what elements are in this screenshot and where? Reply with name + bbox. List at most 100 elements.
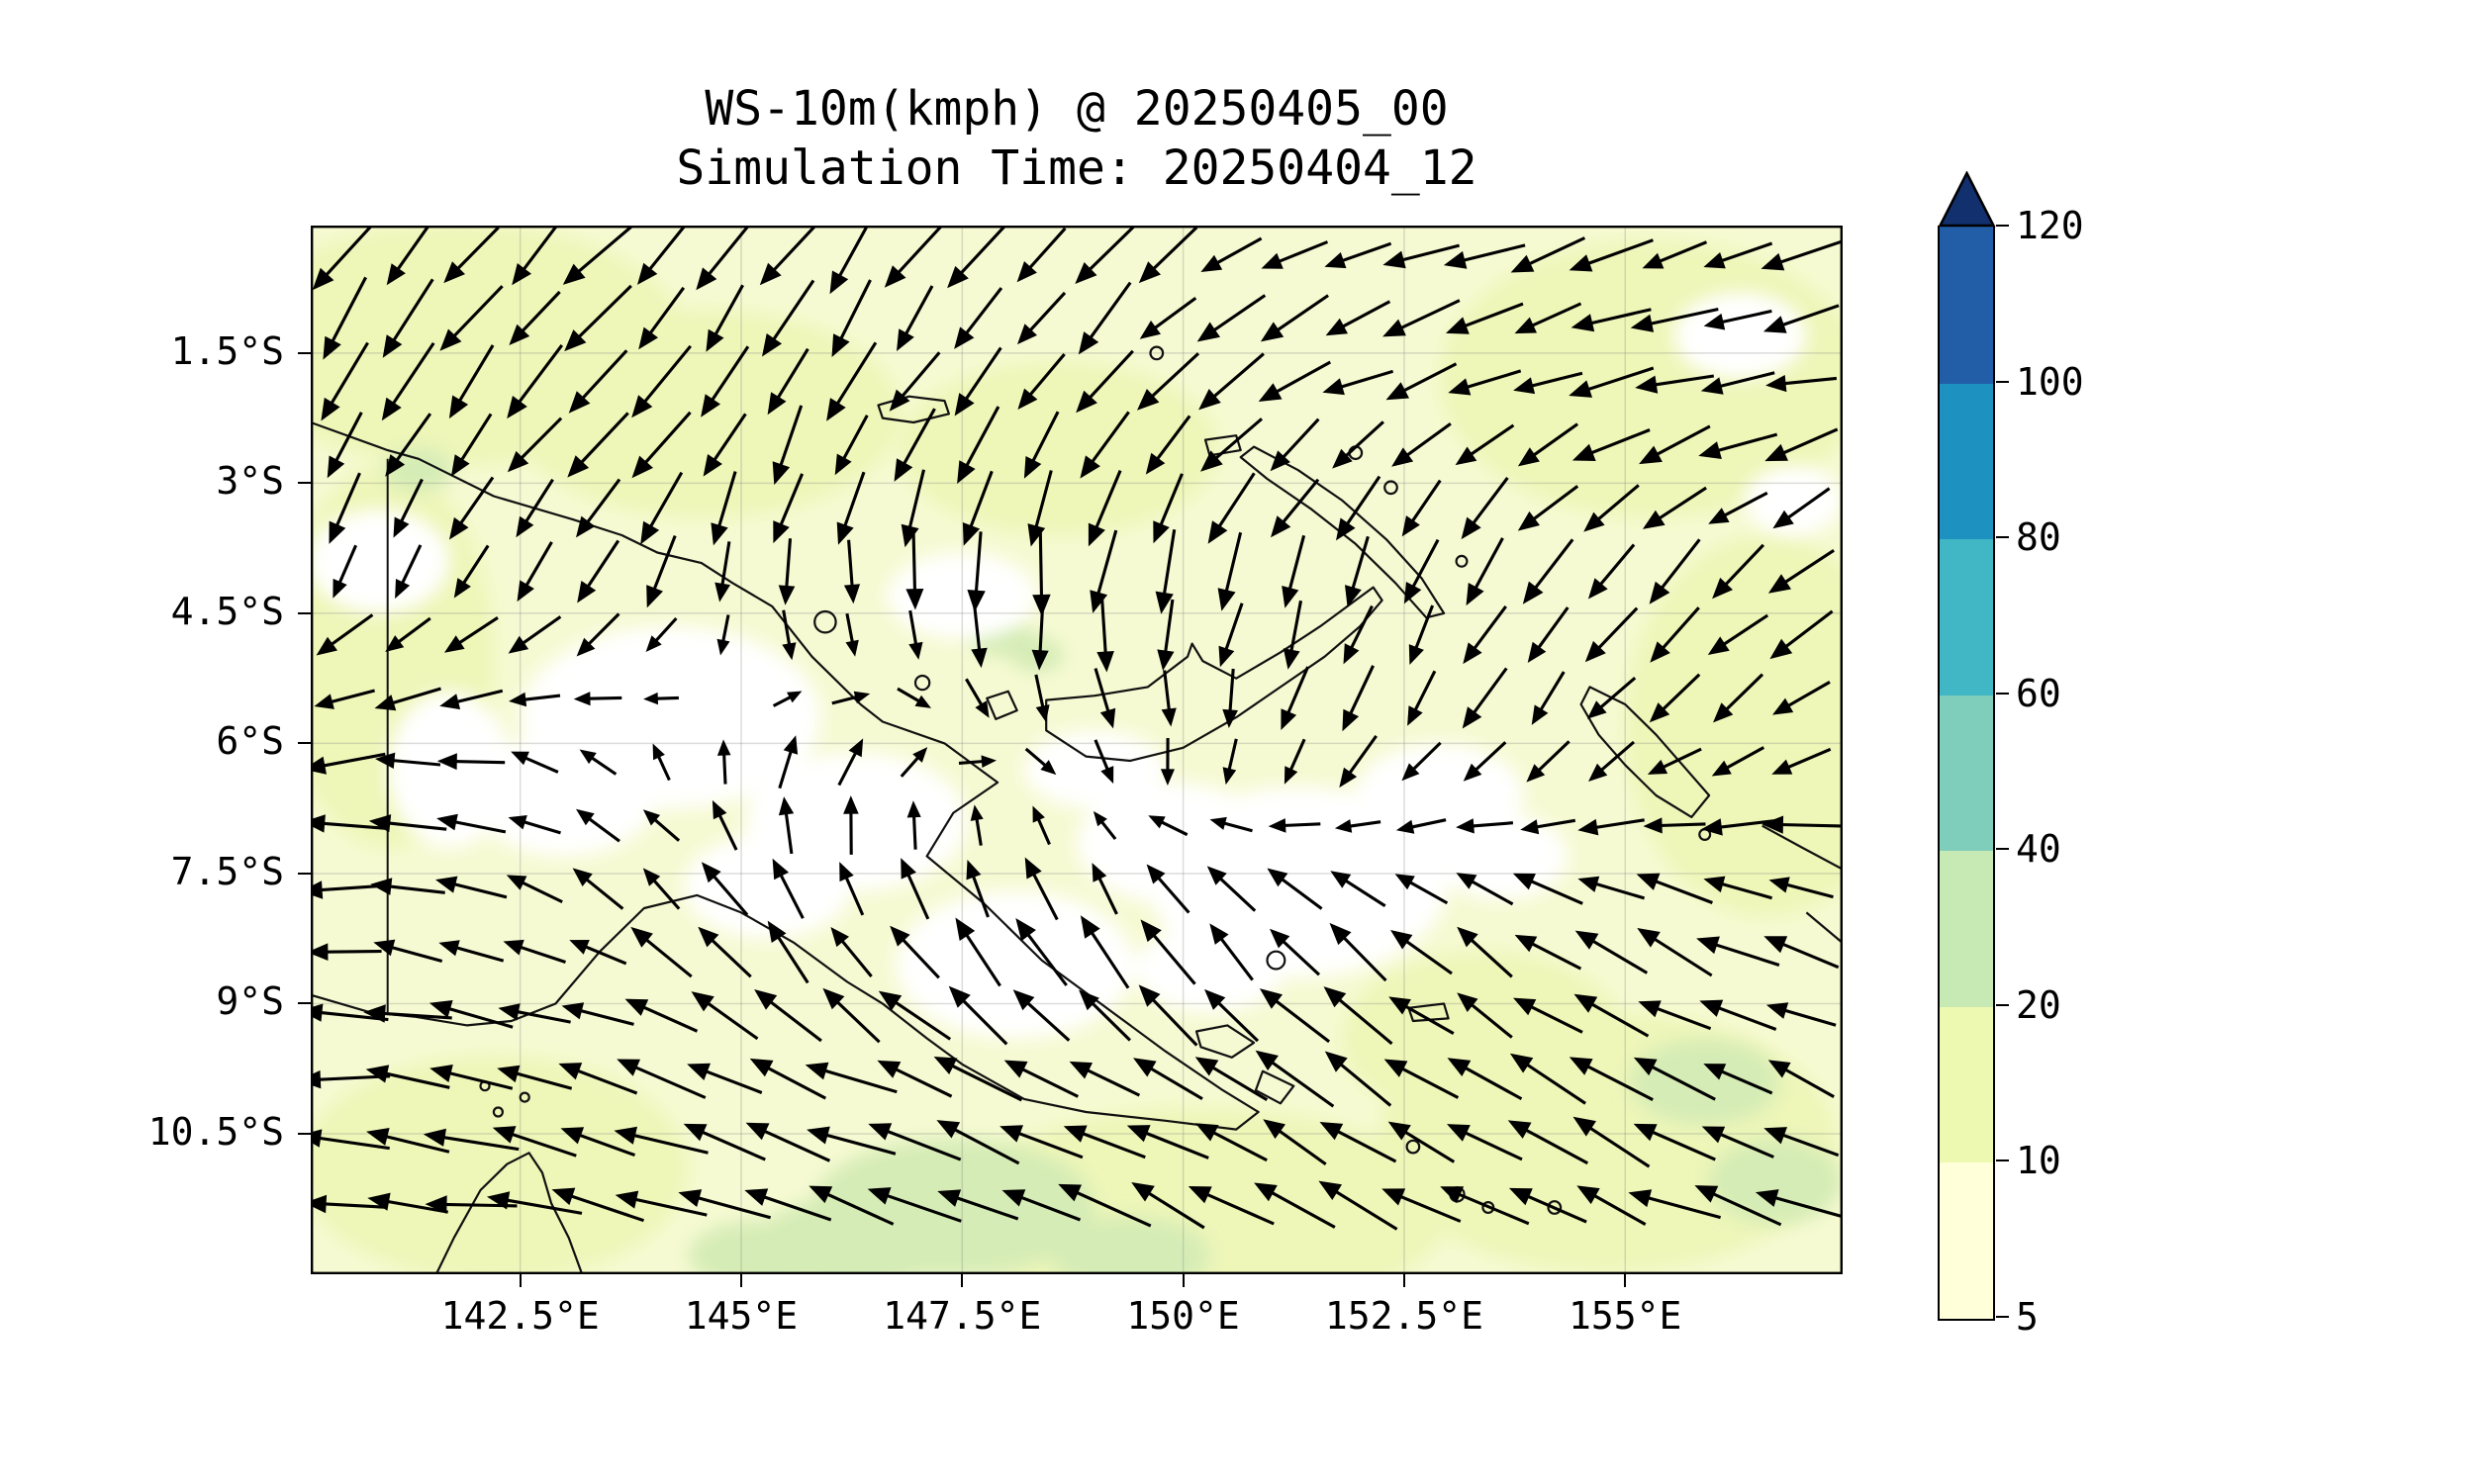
wind-arrow-head [1713,702,1734,723]
wind-arrow-head [1588,763,1608,782]
wind-arrow-head [955,917,976,941]
wind-arrow-shaft [451,285,504,339]
wind-arrow-head [1700,377,1724,395]
wind-arrow-head [1092,863,1107,882]
wind-arrow-head [889,389,910,412]
colorbar-tick-label: 100 [2016,359,2084,404]
wind-arrow-head [1194,1123,1219,1142]
wind-arrow-head [1282,586,1299,608]
wind-arrow-head [311,881,324,899]
wind-arrow-head [1708,508,1730,524]
wind-arrow-shaft [1277,1128,1327,1166]
wind-arrow-head [970,804,984,821]
shade-band-10-20 [311,1056,689,1274]
wind-arrow-shaft [1652,936,1713,977]
wind-arrow-shaft [1782,1008,1837,1027]
wind-arrow-head [382,334,403,358]
wind-arrow-head [877,1060,902,1078]
wind-arrow-head [1628,1189,1653,1208]
wind-arrow-shaft [1661,747,1702,770]
shade-band-10-20 [511,310,901,518]
wind-arrow-head [1204,988,1226,1010]
wind-arrow-head [759,262,782,286]
wind-arrow-head [745,1122,770,1141]
colorbar-tick [1996,848,2009,851]
island-outline [1149,345,1165,361]
wind-arrow-head [1146,864,1166,884]
y-axis-tick [298,611,311,614]
wind-arrow-head [836,521,854,545]
wind-arrow-head [508,815,527,830]
wind-arrow-shaft [381,1011,452,1020]
wind-arrow-head [311,1003,324,1022]
wind-arrow-shaft [972,602,982,652]
wind-arrow-head [1194,1057,1219,1076]
wind-arrow-shaft [521,226,559,272]
wind-arrow-shaft [1584,1064,1654,1101]
wind-arrow-head [572,868,593,886]
wind-arrow-head [716,638,730,656]
wind-arrow-shaft [1724,746,1765,771]
wind-arrow-head [487,1191,511,1210]
wind-arrow-head [428,1000,453,1018]
wind-arrow-shaft [1404,422,1452,458]
wind-arrow-shaft [1338,369,1394,390]
wind-arrow-shaft [705,1000,759,1041]
wind-arrow-shaft [1399,1066,1460,1099]
wind-arrow-shaft [1524,1062,1586,1105]
wind-arrow-shaft [1538,671,1566,712]
wind-arrow-shaft [1598,740,1636,773]
wind-arrow-shaft [388,884,445,894]
wind-arrow-shaft [1409,818,1447,829]
wind-arrow-shaft [1657,240,1708,264]
wind-arrow-shaft [1280,877,1323,910]
wind-arrow-head [696,267,717,291]
wind-arrow-head [630,926,653,948]
wind-arrow-shaft [1333,1189,1398,1231]
wind-arrow-shaft [1348,665,1376,716]
wind-arrow-head [573,692,591,706]
wind-arrow-head [1035,704,1050,723]
wind-arrow-shaft [1085,1067,1141,1097]
wind-arrow-shaft [896,226,944,276]
wind-arrow-head [314,694,334,709]
wind-arrow-head [439,328,462,351]
shade-below-5 [1673,292,1807,380]
x-axis-tick [1624,1274,1627,1287]
wind-arrow-shaft [775,347,809,401]
wind-arrow-shaft [640,1004,699,1033]
wind-arrow-head [1385,382,1409,401]
wind-arrow-shaft [1162,528,1177,597]
island-outline [519,1091,530,1103]
wind-arrow-head [1145,452,1166,475]
wind-arrow-shaft [1598,677,1637,710]
wind-arrow-shaft [1343,878,1386,908]
wind-arrow-head [1390,930,1413,950]
wind-arrow-head [1514,317,1537,334]
wind-arrow-head [1650,641,1670,663]
wind-arrow-shaft [519,417,563,461]
wind-arrow-shaft [1281,939,1321,976]
wind-arrow-shaft [710,937,752,978]
wind-arrow-head [1461,516,1481,540]
wind-arrow-head [1206,866,1227,885]
wind-arrow-head [1407,705,1423,726]
wind-arrow-head [1573,993,1598,1013]
wind-arrow-head [492,1126,517,1144]
wind-arrow-head [1063,1125,1088,1143]
wind-arrow-head [1703,313,1726,330]
shade-below-5 [1744,465,1843,535]
wind-arrow-head [1161,707,1177,727]
colorbar-tick [1996,380,2009,383]
wind-arrow-head [1138,261,1161,284]
shade-below-5 [1134,925,1285,1013]
wind-arrow-shaft [653,616,678,643]
wind-arrow-shaft [1349,604,1374,651]
wind-arrow-shaft [651,878,681,910]
wind-arrow-shaft [1341,935,1387,982]
wind-arrow-shaft [455,226,500,272]
wind-arrow-head [1260,322,1285,342]
wind-arrow-head [914,695,931,708]
wind-arrow-head [1512,873,1536,890]
wind-arrow-shaft [1463,1066,1523,1101]
